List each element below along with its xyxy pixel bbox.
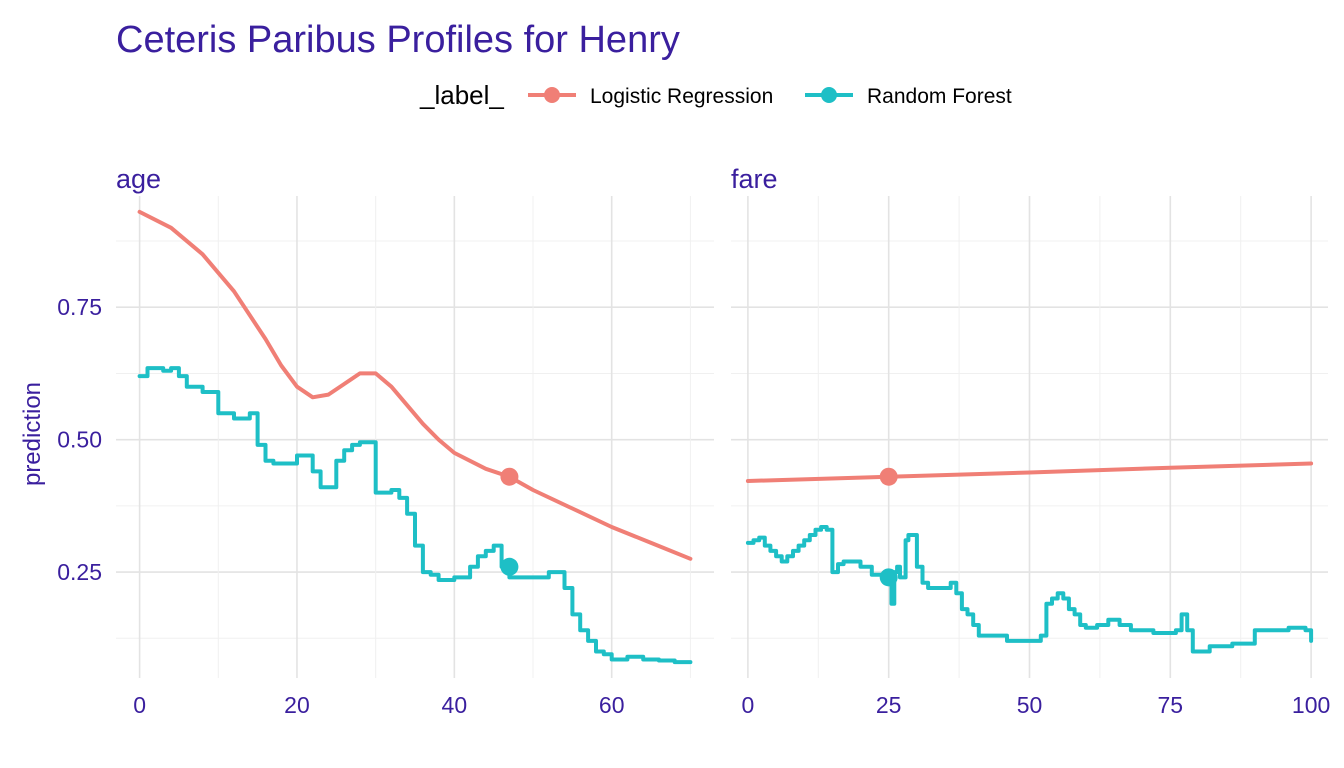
y-tick-label-0: 0.25 bbox=[57, 559, 102, 585]
panel-fare: fare 0 25 50 75 100 bbox=[731, 164, 1330, 718]
age-observation-point-random-forest bbox=[500, 557, 519, 576]
panel-age-series bbox=[137, 209, 693, 665]
legend-title: _label_ bbox=[419, 80, 504, 110]
fare-line-logistic-regression bbox=[745, 461, 1314, 483]
panel-age-strip-label: age bbox=[116, 164, 161, 194]
legend-label-random-forest: Random Forest bbox=[867, 85, 1012, 108]
panel-age: age 0.25 0.50 0.75 0 20 40 60 bbox=[57, 164, 714, 718]
legend-item-logistic-regression: Logistic Regression bbox=[528, 85, 773, 108]
panel-fare-x-ticks: 0 25 50 75 100 bbox=[741, 692, 1330, 718]
y-tick-label-1: 0.50 bbox=[57, 427, 102, 453]
panel-fare-observation-points bbox=[879, 467, 898, 587]
chart-title: Ceteris Paribus Profiles for Henry bbox=[116, 19, 680, 61]
fare-x-tick-label-3: 75 bbox=[1158, 692, 1184, 718]
legend-key-point-random-forest bbox=[821, 87, 837, 103]
fare-x-tick-label-1: 25 bbox=[876, 692, 902, 718]
fare-x-tick-label-0: 0 bbox=[741, 692, 754, 718]
fare-x-tick-label-2: 50 bbox=[1017, 692, 1043, 718]
age-line-logistic-regression bbox=[137, 209, 693, 561]
panel-age-grid bbox=[116, 196, 714, 678]
fare-x-tick-label-4: 100 bbox=[1292, 692, 1330, 718]
age-x-tick-label-0: 0 bbox=[133, 692, 146, 718]
panel-age-observation-points bbox=[500, 467, 519, 576]
age-x-tick-label-1: 20 bbox=[284, 692, 310, 718]
fare-line-random-forest bbox=[745, 525, 1314, 654]
legend: _label_ Logistic Regression Random Fores… bbox=[419, 80, 1012, 110]
legend-item-random-forest: Random Forest bbox=[805, 85, 1012, 108]
y-tick-label-2: 0.75 bbox=[57, 294, 102, 320]
age-x-tick-label-2: 40 bbox=[442, 692, 468, 718]
panel-fare-series bbox=[745, 461, 1314, 654]
panel-fare-strip-label: fare bbox=[731, 164, 778, 194]
panel-fare-grid bbox=[731, 196, 1328, 678]
fare-observation-point-random-forest bbox=[879, 568, 898, 587]
fare-observation-point-logistic-regression bbox=[879, 467, 898, 486]
panel-age-y-ticks: 0.25 0.50 0.75 bbox=[57, 294, 102, 585]
y-axis-label: prediction bbox=[19, 382, 46, 486]
legend-label-logistic-regression: Logistic Regression bbox=[590, 85, 773, 108]
age-line-random-forest bbox=[137, 366, 693, 665]
legend-key-point-logistic-regression bbox=[544, 87, 560, 103]
age-observation-point-logistic-regression bbox=[500, 467, 519, 486]
panel-age-x-ticks: 0 20 40 60 bbox=[133, 692, 624, 718]
age-x-tick-label-3: 60 bbox=[599, 692, 625, 718]
